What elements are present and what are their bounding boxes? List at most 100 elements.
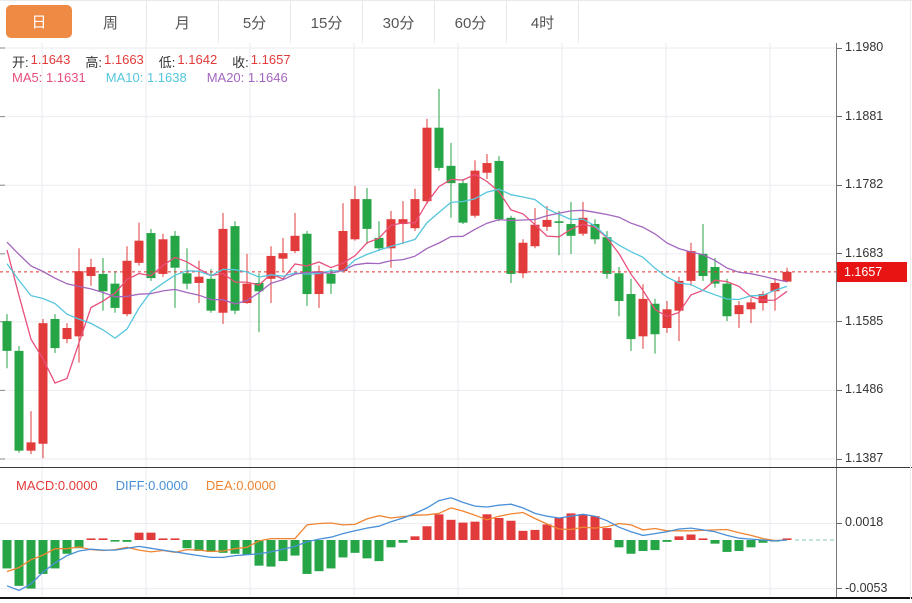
high-label: 高: bbox=[85, 55, 103, 70]
macd-bar bbox=[2, 540, 12, 569]
price-axis-tick bbox=[837, 116, 842, 118]
macd-bar bbox=[722, 540, 732, 552]
candle bbox=[674, 276, 684, 342]
macd-bar bbox=[158, 538, 168, 540]
macd-bar bbox=[206, 540, 216, 552]
candle bbox=[362, 188, 372, 245]
candle bbox=[74, 248, 84, 363]
ma5-value: 1.1631 bbox=[45, 70, 86, 85]
macd-bar bbox=[182, 540, 192, 549]
open-label: 开: bbox=[12, 55, 29, 70]
candle bbox=[62, 323, 72, 344]
macd-bar bbox=[650, 540, 660, 551]
macd-bar bbox=[374, 540, 384, 562]
macd-axis-tick bbox=[837, 588, 842, 590]
macd-bar bbox=[110, 540, 120, 542]
ma20-value: 1.1646 bbox=[247, 70, 288, 85]
candle bbox=[734, 300, 744, 329]
tab-week[interactable]: 周 bbox=[75, 1, 147, 43]
candle bbox=[134, 222, 144, 266]
macd-bar bbox=[254, 540, 264, 566]
macd-bar bbox=[14, 540, 24, 586]
tab-30min[interactable]: 30分 bbox=[363, 1, 435, 43]
tab-month[interactable]: 月 bbox=[147, 1, 219, 43]
candle bbox=[122, 246, 132, 317]
macd-bar bbox=[326, 540, 336, 569]
price-axis-tick bbox=[837, 47, 842, 49]
candle bbox=[410, 188, 420, 231]
macd-bar bbox=[194, 540, 204, 552]
macd-bar bbox=[734, 540, 744, 552]
macd-label: MACD: bbox=[16, 478, 58, 493]
tab-4hour[interactable]: 4时 bbox=[507, 1, 579, 43]
macd-bar bbox=[482, 514, 492, 540]
macd-bar bbox=[782, 538, 792, 540]
candle bbox=[38, 318, 48, 459]
candle bbox=[110, 271, 120, 313]
price-axis-tick bbox=[837, 253, 842, 255]
price-axis-tick bbox=[837, 184, 842, 186]
price-axis-label: 1.1486 bbox=[845, 382, 884, 397]
candle bbox=[170, 230, 180, 308]
candle bbox=[446, 142, 456, 218]
macd-axis: 0.0018 -0.0053 bbox=[836, 468, 912, 597]
macd-axis-tick bbox=[837, 522, 842, 524]
candle bbox=[782, 267, 792, 283]
candle bbox=[710, 258, 720, 288]
bottom-border bbox=[0, 597, 912, 599]
ma5-line bbox=[6, 173, 788, 384]
tab-day[interactable]: 日 bbox=[6, 5, 72, 38]
candle bbox=[614, 267, 624, 317]
ma10-label: MA10: bbox=[105, 70, 144, 85]
diff-line bbox=[6, 497, 788, 592]
macd-bar bbox=[542, 524, 552, 540]
candle bbox=[626, 278, 636, 351]
candle bbox=[638, 284, 648, 349]
macd-bar bbox=[686, 534, 696, 540]
candle bbox=[290, 212, 300, 254]
macd-bar bbox=[134, 532, 144, 540]
price-axis-tick bbox=[837, 389, 842, 391]
high-value: 1.1663 bbox=[104, 52, 144, 67]
macd-bar bbox=[338, 540, 348, 558]
candle bbox=[686, 242, 696, 286]
candle bbox=[230, 221, 240, 315]
macd-bar bbox=[74, 540, 84, 549]
timeframe-tabbar: 日 周 月 5分 15分 30分 60分 4时 bbox=[0, 1, 912, 43]
macd-bar bbox=[266, 540, 276, 567]
candle bbox=[542, 206, 552, 231]
price-axis-tick bbox=[837, 458, 842, 460]
candle bbox=[374, 221, 384, 252]
macd-bar bbox=[410, 536, 420, 540]
macd-axis-label: -0.0053 bbox=[845, 580, 888, 595]
macd-bar bbox=[530, 529, 540, 540]
tab-60min[interactable]: 60分 bbox=[435, 1, 507, 43]
macd-bar bbox=[422, 526, 432, 540]
macd-bar bbox=[122, 540, 132, 542]
macd-plot[interactable] bbox=[0, 468, 836, 597]
panel-separator bbox=[0, 467, 912, 468]
candle bbox=[554, 210, 564, 256]
macd-bar bbox=[398, 540, 408, 543]
candle bbox=[338, 203, 348, 272]
close-value: 1.1657 bbox=[250, 52, 291, 67]
tab-5min[interactable]: 5分 bbox=[219, 1, 291, 43]
macd-bar bbox=[698, 538, 708, 540]
diff-value: 0.0000 bbox=[148, 478, 188, 493]
macd-bar bbox=[302, 540, 312, 574]
candlestick-plot[interactable] bbox=[0, 43, 836, 467]
candle bbox=[278, 237, 288, 272]
macd-bar bbox=[86, 538, 96, 540]
tab-15min[interactable]: 15分 bbox=[291, 1, 363, 43]
candle bbox=[98, 258, 108, 311]
ma20-line bbox=[6, 209, 788, 305]
macd-bar bbox=[290, 540, 300, 556]
candle bbox=[722, 278, 732, 322]
ma-readout: MA5: 1.1631 MA10: 1.1638 MA20: 1.1646 bbox=[12, 70, 288, 85]
price-axis-label: 1.1881 bbox=[845, 108, 884, 123]
low-label: 低: bbox=[158, 55, 176, 70]
candle bbox=[14, 346, 24, 453]
candle bbox=[758, 291, 768, 311]
current-price-tag: 1.1657 bbox=[837, 261, 907, 282]
